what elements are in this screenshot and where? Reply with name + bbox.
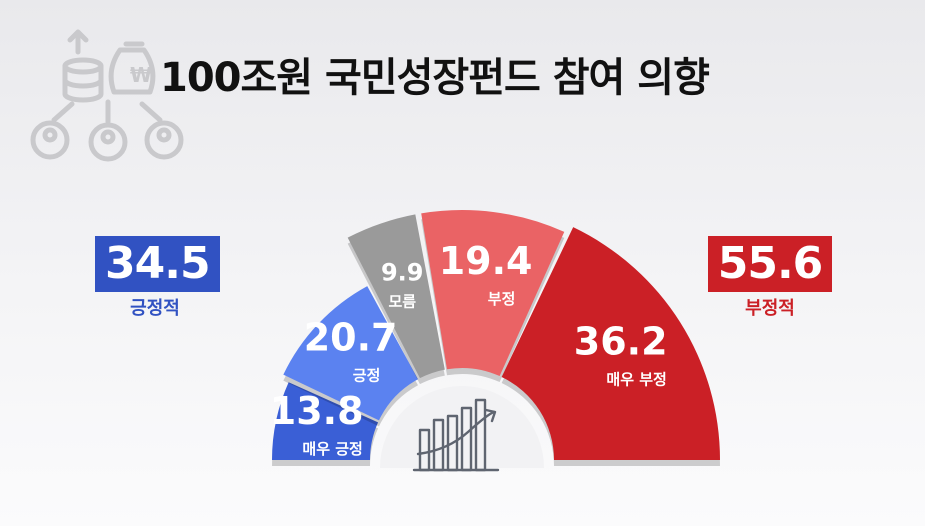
slice-label: 매우 긍정 [302,440,362,458]
negative-label: 부정적 [745,298,795,319]
slice-4 [421,210,565,377]
slice-value: 13.8 [270,389,364,433]
slice-value: 9.9 [381,258,424,286]
investment-people-icon: ₩ [30,29,184,162]
negative-total: 55.6 [707,236,833,292]
slice-value: 36.2 [574,320,668,364]
positive-summary: 34.5 긍정적 [95,236,220,320]
slice-5 [501,227,720,460]
slice-1 [272,382,379,460]
negative-summary: 55.6 부정적 [705,236,835,320]
slice-label: 긍정 [353,366,381,384]
slice-2 [283,286,418,421]
slice-label: 모름 [388,292,416,310]
page-title: 100조원 국민성장펀드 참여 의향 [160,55,710,101]
slice-label: 매우 부정 [606,371,666,389]
chart-slices [272,210,720,466]
chart-growth-icon [380,386,544,472]
slice-3 [347,214,445,379]
positive-label: 긍정적 [130,298,180,319]
slice-value: 19.4 [439,239,533,283]
positive-total: 34.5 [95,236,220,292]
svg-text:₩: ₩ [130,63,152,87]
slice-value: 20.7 [304,315,398,359]
slice-label: 부정 [488,290,516,308]
chart-labels: 13.8 매우 긍정 20.7 긍정 9.9 모름 19.4 부정 36.2 매우 부정 [270,239,668,458]
